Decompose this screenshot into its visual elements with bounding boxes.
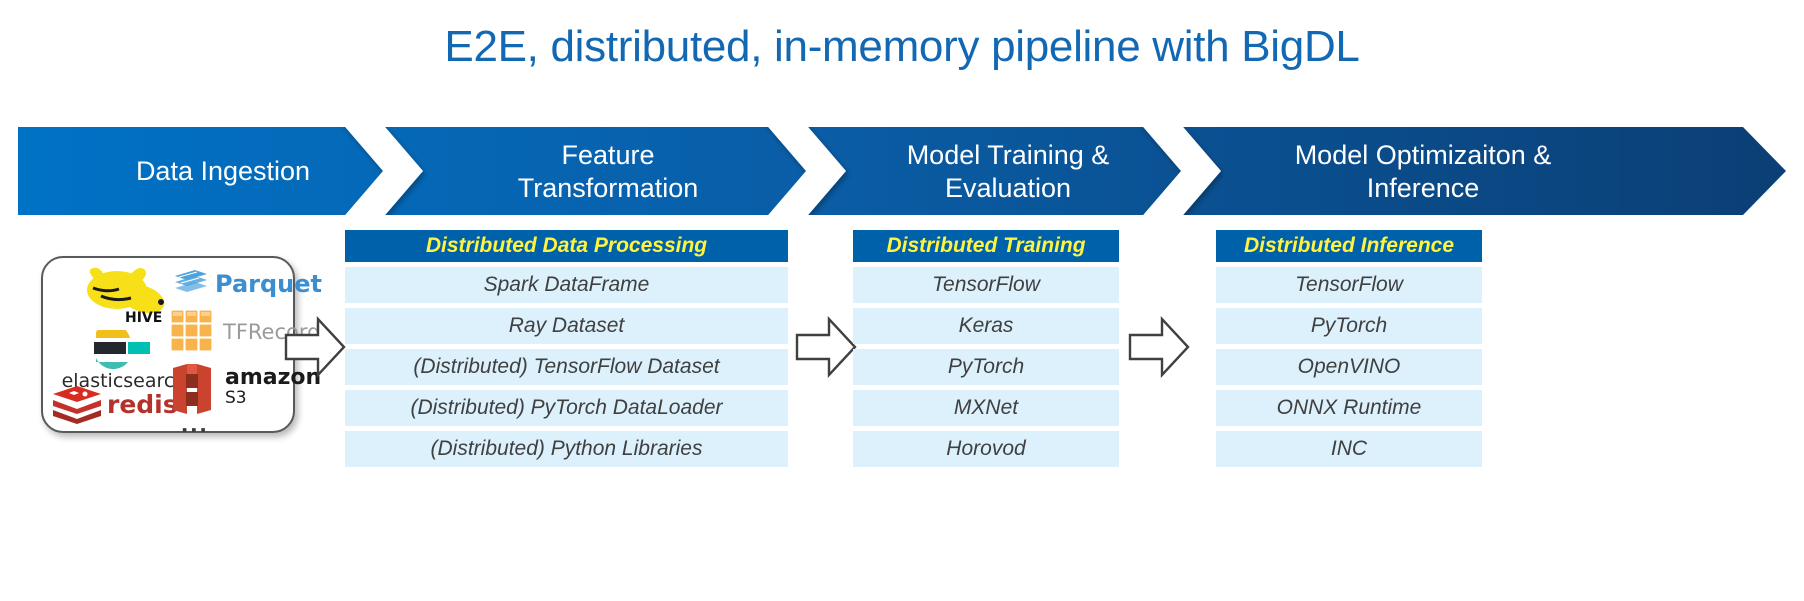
- elasticsearch-label: elasticsearch: [61, 370, 187, 392]
- tfrecord-logo: TFRecord: [167, 306, 320, 358]
- amazon-s3-label: amazon S3: [225, 365, 322, 409]
- table-row: Horovod: [853, 431, 1119, 467]
- parquet-logo: Parquet: [171, 268, 322, 302]
- stage-label-model-optimization-inference: Model Optimizaiton & Inference: [1208, 139, 1638, 205]
- page-title: E2E, distributed, in-memory pipeline wit…: [444, 22, 1360, 71]
- table-row: TensorFlow: [1216, 267, 1482, 303]
- table-row: PyTorch: [853, 349, 1119, 385]
- table-row: Spark DataFrame: [345, 267, 788, 303]
- table-row: ONNX Runtime: [1216, 390, 1482, 426]
- table-row: (Distributed) PyTorch DataLoader: [345, 390, 788, 426]
- stage-label-data-ingestion: Data Ingestion: [135, 156, 311, 186]
- table-row: OpenVINO: [1216, 349, 1482, 385]
- table-row: MXNet: [853, 390, 1119, 426]
- redis-label: redis: [107, 390, 178, 419]
- table-row: PyTorch: [1216, 308, 1482, 344]
- elasticsearch-logo: elasticsearch: [49, 323, 199, 392]
- stage-label-model-training-evaluation: Model Training & Evaluation: [823, 139, 1193, 205]
- table-row: (Distributed) Python Libraries: [345, 431, 788, 467]
- table-distributed-training: Distributed Training TensorFlow Keras Py…: [853, 230, 1119, 467]
- stage-label-line: Feature Transformation: [517, 140, 699, 203]
- data-source-card: HIVE elasticsearch redis: [41, 256, 322, 438]
- more-sources-indicator: ...: [181, 408, 209, 438]
- table-header: Distributed Inference: [1216, 230, 1482, 262]
- table-header: Distributed Data Processing: [345, 230, 788, 262]
- parquet-label: Parquet: [215, 270, 322, 298]
- table-row: TensorFlow: [853, 267, 1119, 303]
- flow-arrow-transformation-to-training: [795, 315, 857, 384]
- stage-label-line: Model Optimizaiton & Inference: [1294, 140, 1552, 203]
- table-row: INC: [1216, 431, 1482, 467]
- stage-label-line: Model Training & Evaluation: [906, 140, 1110, 203]
- banner-shape: [18, 127, 1786, 215]
- flow-arrow-training-to-inference: [1128, 315, 1190, 384]
- redis-logo: redis: [51, 386, 186, 426]
- svg-text:HIVE: HIVE: [125, 310, 162, 326]
- table-distributed-data-processing: Distributed Data Processing Spark DataFr…: [345, 230, 788, 467]
- table-row: Ray Dataset: [345, 308, 788, 344]
- hive-logo: HIVE: [77, 266, 173, 326]
- stage-label-feature-transformation: Feature Transformation: [418, 139, 798, 205]
- table-distributed-inference: Distributed Inference TensorFlow PyTorch…: [1216, 230, 1482, 467]
- s3-sublabel: S3: [225, 388, 247, 408]
- pipeline-stage-banner: Data Ingestion Feature Transformation Mo…: [18, 127, 1786, 215]
- amazon-label: amazon: [225, 365, 322, 390]
- amazon-s3-logo: amazon S3: [167, 362, 321, 418]
- table-row: (Distributed) TensorFlow Dataset: [345, 349, 788, 385]
- table-row: Keras: [853, 308, 1119, 344]
- table-header: Distributed Training: [853, 230, 1119, 262]
- flow-arrow-ingestion-to-transformation: [284, 315, 346, 384]
